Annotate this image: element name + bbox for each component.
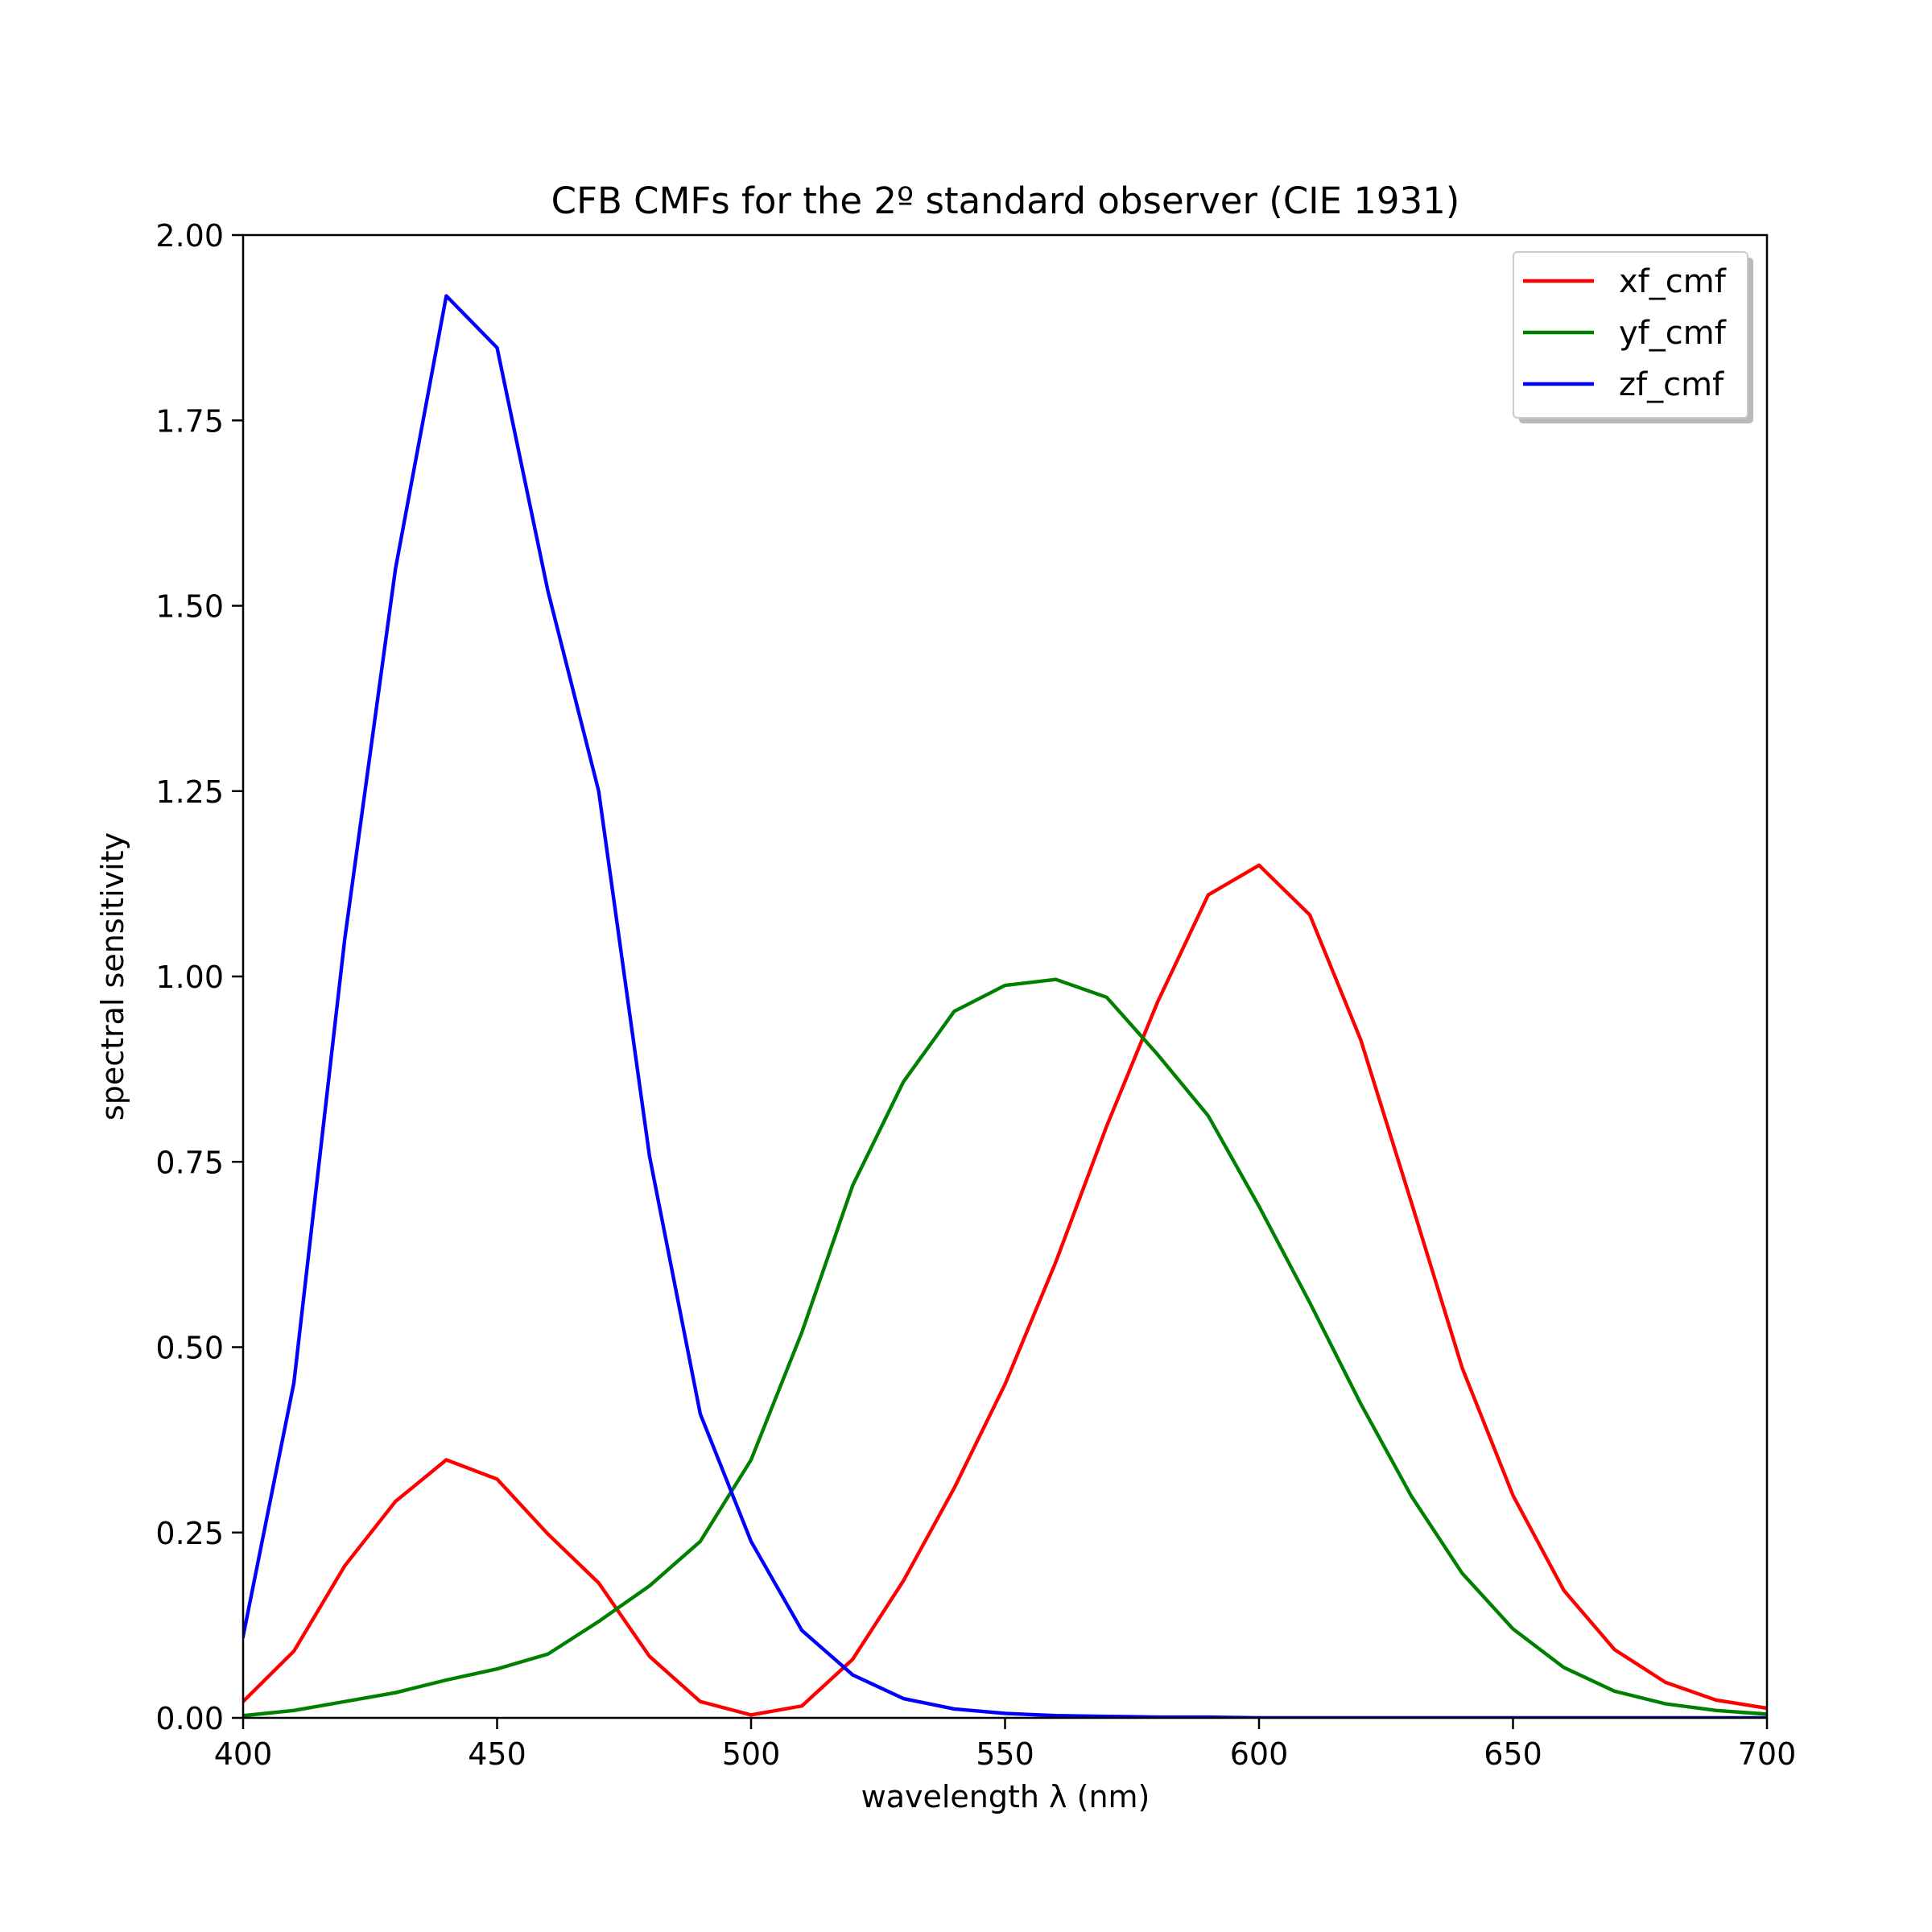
y-axis: 0.00 0.25 0.50 0.75 1.00 1.25 1.50 1.75 2.00 — [155, 218, 243, 1736]
y-tick-label-0.75: 0.75 — [155, 1145, 224, 1180]
x-tick-label-400: 400 — [214, 1736, 273, 1772]
x-tick-label-450: 450 — [468, 1736, 526, 1772]
x-tick-label-700: 700 — [1738, 1736, 1797, 1772]
series-line-yf_cmf — [243, 977, 1767, 1718]
series-line-xf_cmf — [243, 863, 1767, 1717]
y-tick-label-2.00: 2.00 — [155, 218, 224, 254]
legend-box — [1513, 251, 1748, 419]
x-tick-label-500: 500 — [722, 1736, 781, 1772]
y-tick-label-0.00: 0.00 — [155, 1701, 224, 1736]
y-tick-label-1.75: 1.75 — [155, 403, 224, 439]
chart-title: CFB CMFs for the 2º standard observer (C… — [551, 180, 1460, 222]
y-tick-label-1.50: 1.50 — [155, 589, 224, 625]
y-tick-label-1.25: 1.25 — [155, 774, 224, 810]
x-tick-label-550: 550 — [976, 1736, 1034, 1772]
legend-label-yf_cmf: yf_cmf — [1619, 315, 1727, 352]
y-tick-label-0.50: 0.50 — [155, 1331, 224, 1366]
legend: xf_cmf yf_cmf zf_cmf — [1513, 251, 1753, 423]
y-axis-label: spectral sensitivity — [95, 832, 130, 1121]
series-line-zf_cmf — [243, 294, 1767, 1718]
y-tick-label-1.00: 1.00 — [155, 960, 224, 995]
y-tick-label-0.25: 0.25 — [155, 1516, 224, 1551]
legend-label-xf_cmf: xf_cmf — [1619, 263, 1727, 300]
x-axis: 400 450 500 550 600 650 700 — [214, 1718, 1797, 1772]
legend-label-zf_cmf: zf_cmf — [1619, 366, 1724, 403]
series-lines — [243, 294, 1767, 1718]
plot-area — [242, 233, 1769, 1719]
x-tick-label-600: 600 — [1230, 1736, 1289, 1772]
x-tick-label-650: 650 — [1484, 1736, 1542, 1772]
x-axis-label: wavelength λ (nm) — [861, 1779, 1150, 1814]
